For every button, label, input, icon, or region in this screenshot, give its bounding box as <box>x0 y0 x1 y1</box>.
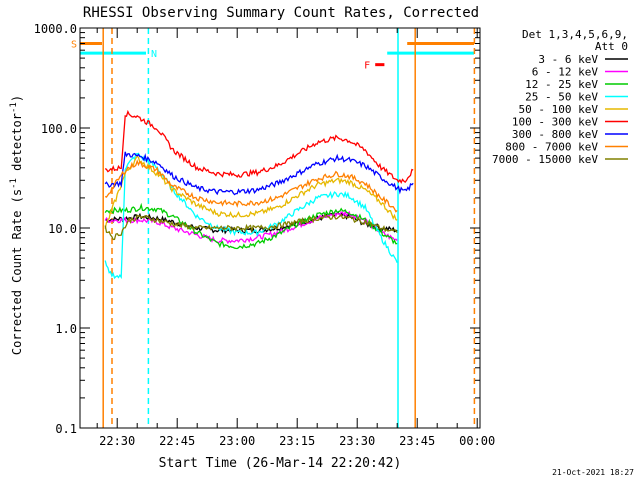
legend-entry-label: 12 - 25 keV <box>525 78 598 91</box>
series-25-50-kev <box>104 152 398 280</box>
x-tick-label: 22:45 <box>159 434 195 448</box>
y-axis-label: Corrected Count Rate (s-1 detector-1) <box>9 95 24 355</box>
y-tick-label: 100.0 <box>41 122 77 136</box>
series-100-300-kev <box>104 109 414 185</box>
chart-title: RHESSI Observing Summary Count Rates, Co… <box>83 5 479 21</box>
footer-date: 21-Oct-2021 18:27 <box>552 468 634 477</box>
x-tick-label: 23:30 <box>339 434 375 448</box>
x-tick-label: 23:45 <box>399 434 435 448</box>
flag-label-s: S <box>71 39 77 50</box>
x-axis-label: Start Time (26-Mar-14 22:20:42) <box>159 456 402 471</box>
x-axis: 22:30 22:45 23:00 23:15 23:30 23:45 00:00 <box>96 28 495 448</box>
x-tick-label: 22:30 <box>99 434 135 448</box>
y-axis: 0.1 1.0 10.0 100.0 1000.0 <box>34 22 480 436</box>
legend-entry-label: 100 - 300 keV <box>512 116 598 129</box>
flag-label-n: N <box>151 49 157 60</box>
y-tick-label: 1000.0 <box>34 22 77 36</box>
legend-header-line-2: Att 0 <box>595 40 628 53</box>
series-50-100-kev <box>104 154 398 229</box>
series-7000-15000-kev <box>104 213 398 241</box>
legend-header-line-1: Det 1,3,4,5,6,9, <box>522 28 628 41</box>
legend-entry-label: 7000 - 15000 keV <box>492 153 598 166</box>
x-tick-label: 00:00 <box>459 434 495 448</box>
series-12-25-kev <box>104 202 398 250</box>
legend-entry-label: 25 - 50 keV <box>525 91 598 104</box>
series-lines <box>104 109 414 280</box>
legend-entry-label: 300 - 800 keV <box>512 128 598 141</box>
legend-entry-label: 6 - 12 keV <box>532 66 599 79</box>
series-800-7000-kev <box>104 159 398 213</box>
legend-entry-label: 800 - 7000 keV <box>505 141 598 154</box>
y-tick-label: 1.0 <box>55 322 77 336</box>
y-tick-label: 10.0 <box>48 222 77 236</box>
y-tick-label: 0.1 <box>55 422 77 436</box>
legend-entry-label: 50 - 100 keV <box>519 103 599 116</box>
x-tick-label: 23:00 <box>219 434 255 448</box>
series-300-800-kev <box>104 151 414 196</box>
x-tick-label: 23:15 <box>279 434 315 448</box>
flag-label-f: F <box>364 61 370 72</box>
legend-entry-label: 3 - 6 keV <box>538 53 598 66</box>
flag-bars: S N F <box>71 39 474 72</box>
